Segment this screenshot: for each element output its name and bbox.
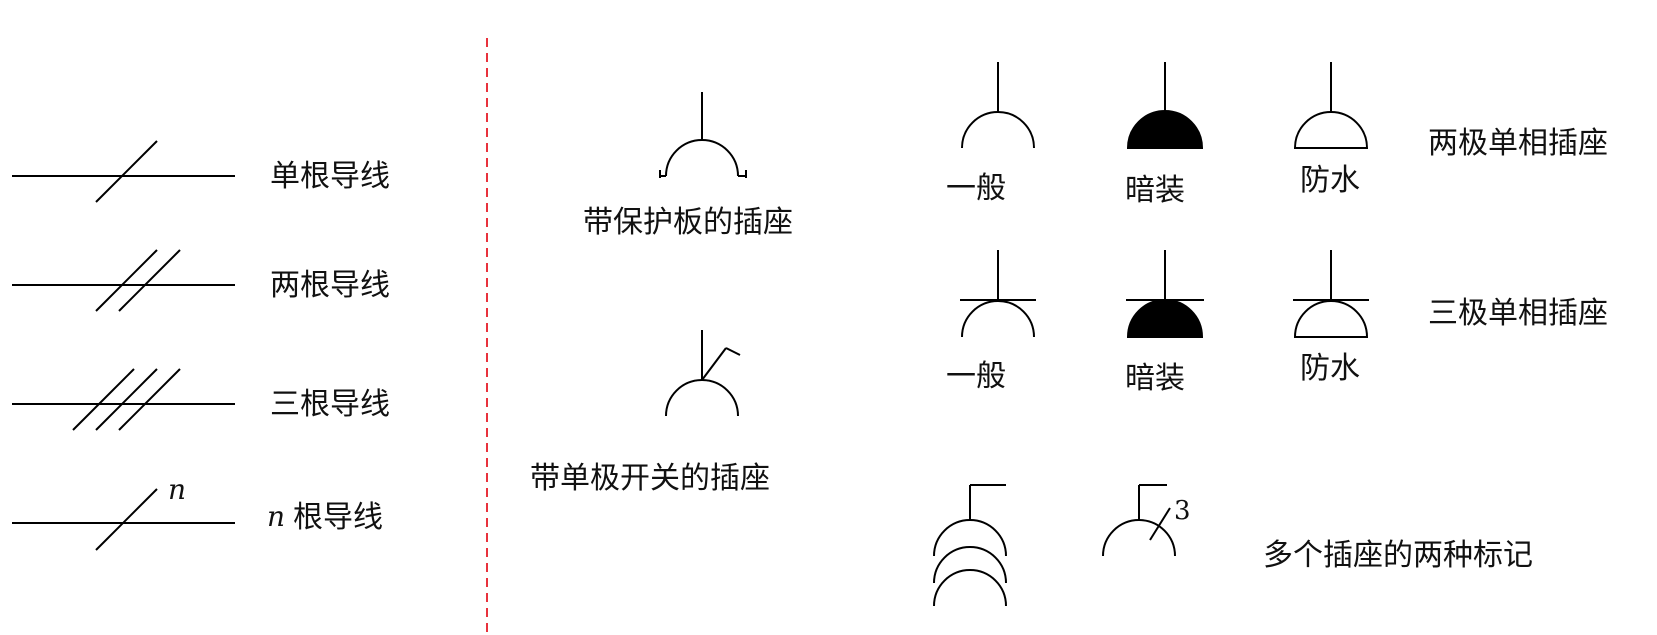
multiple-sockets-count: 3: [1174, 496, 1191, 526]
three-pole-concealed-label: 暗装: [1125, 361, 1185, 396]
multiple-sockets-label: 多个插座的两种标记: [1263, 538, 1533, 573]
two-pole-waterproof-socket-symbol: [1293, 62, 1369, 149]
three-pole-waterproof-socket-symbol: [1293, 250, 1369, 338]
single-wire-symbol: [12, 140, 235, 203]
two-wire-label: 两根导线: [270, 268, 390, 303]
single-switch-socket-symbol: [665, 330, 741, 417]
two-pole-general-label: 一般: [946, 171, 1006, 206]
three-pole-socket-label: 三极单相插座: [1428, 296, 1608, 331]
multiple-sockets-stacked-symbol: [933, 484, 1007, 607]
two-pole-general-socket-symbol: [961, 62, 1035, 149]
two-pole-concealed-label: 暗装: [1125, 173, 1185, 208]
three-pole-general-socket-symbol: [960, 250, 1036, 338]
n-wire-count-mark: n: [168, 473, 186, 506]
two-pole-concealed-socket-symbol: [1126, 62, 1204, 149]
protect-plate-socket-label: 带保护板的插座: [583, 205, 793, 240]
protect-plate-socket-symbol: [659, 92, 747, 178]
three-pole-general-label: 一般: [946, 359, 1006, 394]
three-pole-concealed-socket-symbol: [1126, 250, 1204, 338]
n-wire-symbol: [12, 488, 235, 551]
single-switch-socket-label: 带单极开关的插座: [530, 461, 770, 496]
two-pole-waterproof-label: 防水: [1300, 163, 1360, 198]
three-wire-symbol: [12, 368, 235, 431]
two-wire-symbol: [12, 249, 235, 312]
n-wire-label: 根导线: [293, 500, 383, 535]
three-pole-waterproof-label: 防水: [1300, 351, 1360, 386]
n-wire-label-prefix: n: [267, 500, 285, 533]
three-wire-label: 三根导线: [270, 387, 390, 422]
single-wire-label: 单根导线: [270, 159, 390, 194]
two-pole-socket-label: 两极单相插座: [1428, 126, 1608, 161]
multiple-sockets-count-symbol: [1102, 484, 1176, 557]
